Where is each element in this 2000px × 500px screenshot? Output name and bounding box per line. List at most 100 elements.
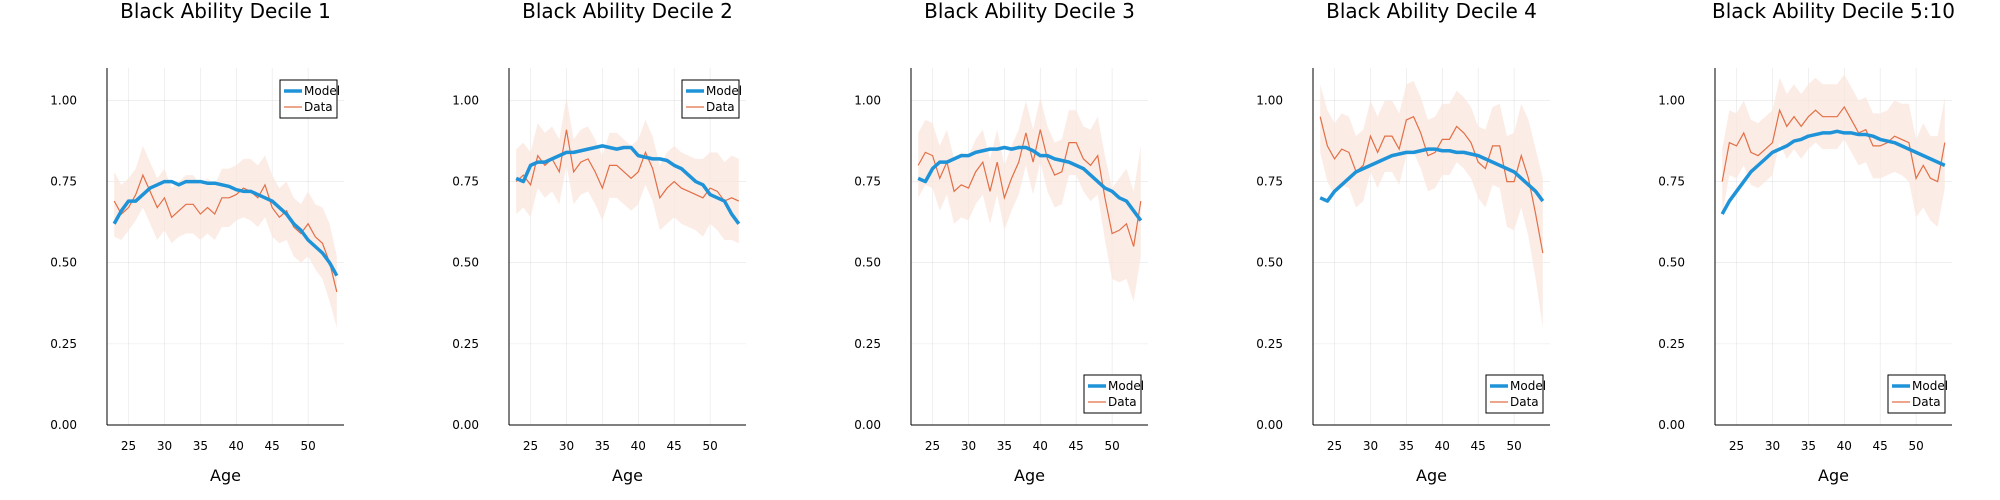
- x-tick-label: 35: [1801, 439, 1816, 453]
- x-axis-label: Age: [612, 466, 643, 485]
- y-tick-label: 0.75: [1658, 175, 1685, 189]
- legend: Model Data: [1083, 374, 1144, 414]
- chart-panel-2: Black Ability Decile 2 0.00 0.25 0.50 0.75 1.…: [452, 0, 746, 485]
- data-confidence-band: [1320, 80, 1543, 328]
- chart-title: Black Ability Decile 1: [120, 0, 331, 23]
- x-tick-label: 50: [300, 439, 315, 453]
- legend-model-label: Model: [1108, 379, 1144, 393]
- legend-box: [1887, 374, 1946, 414]
- data-series-line: [113, 173, 338, 293]
- y-tick-label: 0.00: [1658, 418, 1685, 432]
- x-tick-label: 40: [1435, 439, 1450, 453]
- chart-title: Black Ability Decile 3: [924, 0, 1135, 23]
- data-confidence-band: [516, 97, 739, 244]
- data-series-line: [515, 129, 740, 202]
- model-series-line: [112, 179, 339, 277]
- x-tick-label: 25: [523, 439, 538, 453]
- y-tick-label: 0.75: [854, 175, 881, 189]
- x-tick-label: 45: [265, 439, 280, 453]
- x-tick-label: 50: [1104, 439, 1119, 453]
- chart-title: Black Ability Decile 2: [522, 0, 733, 23]
- legend-data-label: Data: [1108, 395, 1137, 409]
- x-tick-label: 35: [1399, 439, 1414, 453]
- x-tick-label: 50: [1506, 439, 1521, 453]
- legend-model-label: Model: [304, 84, 340, 98]
- y-tick-label: 0.50: [452, 256, 479, 270]
- x-tick-label: 45: [1069, 439, 1084, 453]
- legend-data-label: Data: [1912, 395, 1941, 409]
- legend-data-label: Data: [1510, 395, 1539, 409]
- legend-model-label: Model: [1912, 379, 1948, 393]
- y-tick-label: 0.50: [50, 256, 77, 270]
- x-tick-label: 35: [595, 439, 610, 453]
- legend-box: [1485, 374, 1544, 414]
- data-confidence-band: [114, 145, 337, 328]
- model-series-line: [515, 144, 741, 225]
- y-tick-label: 1.00: [1256, 93, 1283, 107]
- chart-panel-1: Black Ability Decile 1 0.00 0.25 0.50 0.75 1.…: [50, 0, 344, 485]
- legend-model-label: Model: [706, 84, 742, 98]
- x-tick-label: 50: [702, 439, 717, 453]
- y-tick-label: 0.25: [1658, 337, 1685, 351]
- y-tick-label: 0.00: [1256, 418, 1283, 432]
- legend-box: [1083, 374, 1142, 414]
- x-tick-label: 40: [229, 439, 244, 453]
- y-tick-label: 1.00: [452, 93, 479, 107]
- data-confidence-band: [1722, 74, 1945, 228]
- y-tick-label: 1.00: [854, 93, 881, 107]
- x-tick-label: 25: [121, 439, 136, 453]
- y-tick-label: 0.75: [1256, 175, 1283, 189]
- y-tick-label: 0.75: [50, 175, 77, 189]
- y-tick-label: 0.00: [50, 418, 77, 432]
- y-tick-label: 1.00: [50, 93, 77, 107]
- model-series-line: [917, 145, 1143, 222]
- x-tick-label: 30: [1765, 439, 1780, 453]
- x-tick-label: 25: [925, 439, 940, 453]
- data-confidence-band: [918, 97, 1141, 302]
- x-tick-label: 40: [1033, 439, 1048, 453]
- model-series-line: [1319, 147, 1545, 203]
- y-tick-label: 1.00: [1658, 93, 1685, 107]
- x-tick-label: 30: [559, 439, 574, 453]
- y-tick-label: 0.25: [452, 337, 479, 351]
- x-axis-label: Age: [1818, 466, 1849, 485]
- chart-panel-5: Black Ability Decile 5:10 0.00 0.25 0.50 0.7…: [1658, 0, 1955, 485]
- legend-box: [279, 79, 338, 119]
- y-tick-label: 0.50: [1658, 256, 1685, 270]
- x-tick-label: 50: [1908, 439, 1923, 453]
- legend: Model Data: [279, 79, 340, 119]
- x-tick-label: 45: [667, 439, 682, 453]
- y-tick-label: 0.00: [452, 418, 479, 432]
- chart-panel-4: Black Ability Decile 4 0.00 0.25 0.50 0.75 1.…: [1256, 0, 1550, 485]
- x-tick-label: 25: [1729, 439, 1744, 453]
- x-axis-label: Age: [1014, 466, 1045, 485]
- chart-title: Black Ability Decile 5:10: [1712, 0, 1955, 23]
- y-tick-label: 0.75: [452, 175, 479, 189]
- y-tick-label: 0.25: [854, 337, 881, 351]
- model-series-line: [1720, 129, 1946, 215]
- data-series-line: [1721, 105, 1946, 183]
- legend-box: [681, 79, 740, 119]
- chart-title: Black Ability Decile 4: [1326, 0, 1537, 23]
- x-tick-label: 40: [631, 439, 646, 453]
- legend-data-label: Data: [304, 100, 333, 114]
- y-tick-label: 0.25: [50, 337, 77, 351]
- legend: Model Data: [1485, 374, 1546, 414]
- x-tick-label: 35: [997, 439, 1012, 453]
- x-tick-label: 35: [193, 439, 208, 453]
- x-tick-label: 30: [961, 439, 976, 453]
- legend-data-label: Data: [706, 100, 735, 114]
- x-tick-label: 45: [1471, 439, 1486, 453]
- y-tick-label: 0.25: [1256, 337, 1283, 351]
- x-tick-label: 25: [1327, 439, 1342, 453]
- x-axis-label: Age: [1416, 466, 1447, 485]
- legend: Model Data: [681, 79, 742, 119]
- y-tick-label: 0.50: [854, 256, 881, 270]
- x-axis-label: Age: [210, 466, 241, 485]
- y-tick-label: 0.50: [1256, 256, 1283, 270]
- legend: Model Data: [1887, 374, 1948, 414]
- x-tick-label: 45: [1873, 439, 1888, 453]
- x-tick-label: 30: [157, 439, 172, 453]
- y-tick-label: 0.00: [854, 418, 881, 432]
